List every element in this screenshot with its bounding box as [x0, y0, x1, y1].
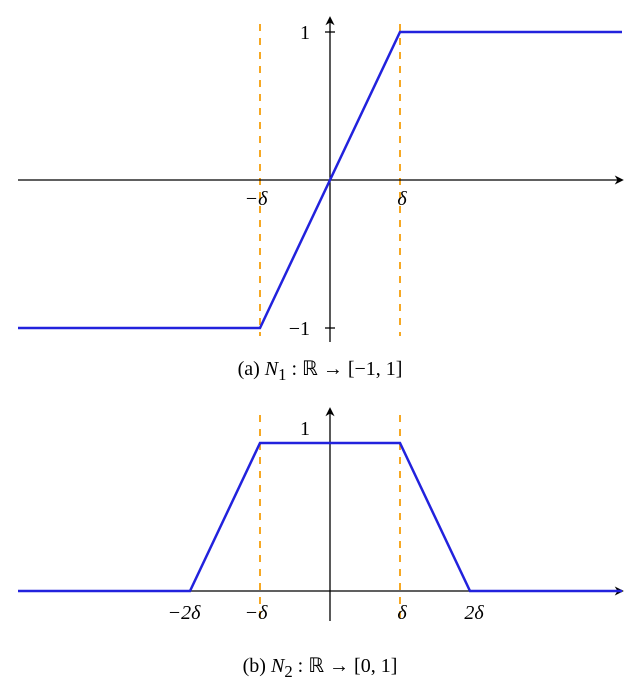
label-minus-2delta: −2δ: [168, 602, 201, 624]
label-one: 1: [300, 418, 310, 440]
chart-a: 1 −1 −δ δ: [0, 0, 640, 360]
label-plus-delta: δ: [397, 188, 407, 210]
caption-a: (a) N1 : ℝ → [−1, 1]: [0, 356, 640, 385]
chart-b: 1 −2δ −δ δ 2δ: [0, 391, 640, 651]
label-minus-delta: −δ: [245, 188, 268, 210]
label-one: 1: [300, 22, 310, 44]
caption-b: (b) N2 : ℝ → [0, 1]: [0, 653, 640, 682]
curve-n2: [18, 443, 622, 591]
label-plus-delta: δ: [397, 602, 407, 624]
label-minus-one: −1: [289, 318, 310, 340]
label-minus-delta: −δ: [245, 602, 268, 624]
label-plus-2delta: 2δ: [464, 602, 484, 624]
